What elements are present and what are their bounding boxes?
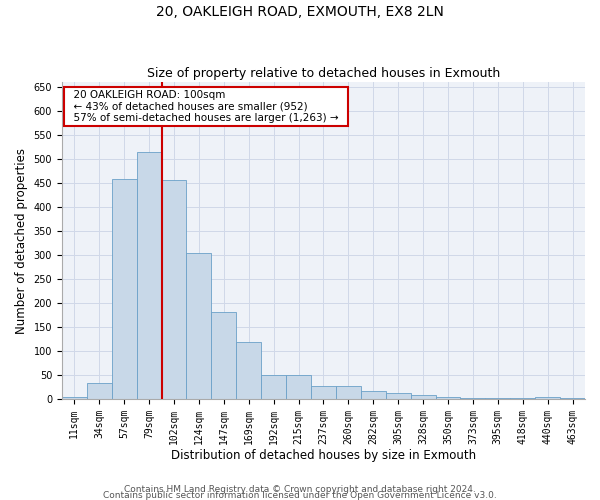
Bar [535,396,560,399]
Bar [161,180,187,399]
Bar [137,152,161,399]
Title: Size of property relative to detached houses in Exmouth: Size of property relative to detached ho… [147,66,500,80]
Bar [187,252,211,399]
Bar [410,395,436,399]
Bar [336,386,361,399]
Bar [236,342,261,399]
X-axis label: Distribution of detached houses by size in Exmouth: Distribution of detached houses by size … [171,450,476,462]
Bar [62,396,87,399]
Bar [87,383,112,399]
Bar [286,375,311,399]
Bar [261,375,286,399]
Text: Contains public sector information licensed under the Open Government Licence v3: Contains public sector information licen… [103,490,497,500]
Bar [485,398,510,399]
Bar [386,393,410,399]
Bar [112,179,137,399]
Text: Contains HM Land Registry data © Crown copyright and database right 2024.: Contains HM Land Registry data © Crown c… [124,484,476,494]
Text: 20, OAKLEIGH ROAD, EXMOUTH, EX8 2LN: 20, OAKLEIGH ROAD, EXMOUTH, EX8 2LN [156,5,444,19]
Bar [311,386,336,399]
Bar [361,392,386,399]
Bar [211,312,236,399]
Bar [460,398,485,399]
Y-axis label: Number of detached properties: Number of detached properties [15,148,28,334]
Bar [436,397,460,399]
Text: 20 OAKLEIGH ROAD: 100sqm  
  ← 43% of detached houses are smaller (952)  
  57% : 20 OAKLEIGH ROAD: 100sqm ← 43% of detach… [67,90,345,123]
